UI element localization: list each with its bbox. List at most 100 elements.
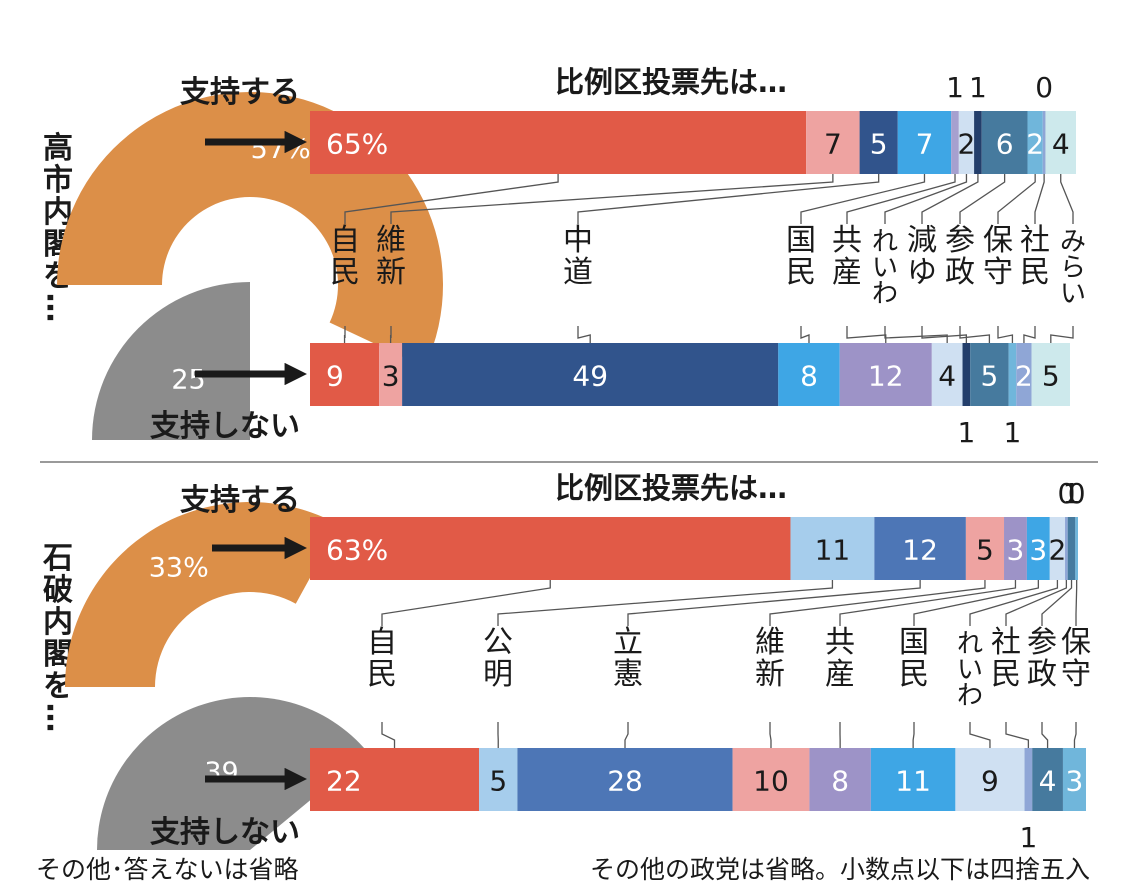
takaichi-nonsupport-bar-segment	[931, 343, 963, 406]
takaichi-nonsupport-label: 支持しない	[150, 409, 300, 444]
svg-text:社: 社	[991, 625, 1021, 660]
svg-text:い: い	[957, 655, 983, 685]
ishiba-nonsupport-bar-leader-line	[381, 722, 396, 748]
takaichi-nonsupport-bar-value-label: 3	[382, 360, 400, 393]
svg-text:ら: ら	[1060, 253, 1086, 283]
ishiba-chart-title: 比例区投票先は…	[555, 471, 787, 505]
svg-text:社: 社	[1020, 223, 1050, 258]
takaichi-support-bar-value-label: 7	[916, 128, 934, 161]
takaichi-nonsupport-bar-value-label: 1	[1004, 416, 1022, 449]
takaichi-nonsupport-bar-segment	[1016, 343, 1032, 406]
takaichi-support-bar-value-label: 6	[996, 128, 1014, 161]
ishiba-support-bar-segment	[1004, 517, 1027, 580]
takaichi-support-label: 支持する	[180, 75, 300, 110]
takaichi-support-bar-segment	[974, 111, 982, 174]
takaichi-nonsupport-bar-leader-line	[959, 326, 991, 343]
takaichi-support-bar-segment	[806, 111, 860, 174]
takaichi-nonsupport-bar-segment	[1031, 343, 1070, 406]
ishiba-support-bar-value-label: 63%	[326, 534, 388, 567]
takaichi-nonsupport-bar-segment	[379, 343, 403, 406]
takaichi-support-bar-leader-line	[921, 174, 979, 224]
takaichi-support-bar-leader-line	[884, 174, 968, 224]
svg-text:政: 政	[945, 255, 975, 290]
ishiba-nonsupport-bar-segment	[479, 748, 518, 811]
takaichi-nonsupport-bar-value-label: 9	[326, 360, 344, 393]
ishiba-nonsupport-bar-leader-line	[1041, 722, 1049, 748]
svg-text:守: 守	[1061, 657, 1091, 692]
takaichi-nonsupport-value: 25	[171, 365, 205, 396]
takaichi-nonsupport-bar-value-label: 12	[868, 360, 904, 393]
takaichi-nonsupport-bar-segment	[1008, 343, 1017, 406]
ishiba-nonsupport-label: 支持しない	[150, 815, 300, 850]
ishiba-support-sector	[65, 502, 340, 687]
takaichi-nonsupport-bar-segment	[839, 343, 932, 406]
ishiba-support-bar-value-label: 12	[902, 534, 938, 567]
takaichi-nonsupport-bar-value-label: 4	[938, 360, 956, 393]
svg-text:内: 内	[43, 605, 73, 640]
takaichi-party-label: 保守	[983, 223, 1013, 290]
svg-text:民: 民	[1020, 255, 1050, 290]
takaichi-support-bar-value-label: 5	[870, 128, 888, 161]
svg-text:維: 維	[376, 223, 406, 258]
takaichi-support-bar-value-label: 1	[946, 71, 964, 104]
takaichi-support-bar-segment	[897, 111, 952, 174]
takaichi-nonsupport-sector	[92, 282, 250, 440]
ishiba-support-bar-leader-line	[1041, 580, 1073, 626]
svg-text:立: 立	[613, 625, 643, 660]
ishiba-nonsupport-value: 39	[204, 757, 238, 788]
takaichi-support-bar-segment	[1027, 111, 1043, 174]
ishiba-nonsupport-bar-segment	[310, 748, 480, 811]
ishiba-nonsupport-bar-segment	[1062, 748, 1086, 811]
ishiba-nonsupport-bar-value-label: 8	[831, 765, 849, 798]
ishiba-nonsupport-bar-segment	[809, 748, 871, 811]
takaichi-support-bar-segment	[951, 111, 959, 174]
takaichi-support-bar-segment	[859, 111, 898, 174]
takaichi-nonsupport-bar-leader-line	[577, 326, 591, 343]
svg-text:減: 減	[907, 223, 937, 258]
takaichi-nonsupport-bar-value-label: 2	[1015, 360, 1033, 393]
svg-text:政: 政	[1027, 657, 1057, 692]
svg-text:新: 新	[376, 255, 406, 290]
takaichi-support-bar-leader-line	[344, 174, 559, 224]
takaichi-support-bar-leader-line	[1034, 174, 1045, 224]
svg-text:産: 産	[825, 657, 855, 692]
svg-text:ゆ: ゆ	[907, 255, 937, 290]
takaichi-chart-title: 比例区投票先は…	[555, 65, 787, 99]
takaichi-nonsupport-bar-value-label: 5	[1042, 360, 1060, 393]
ishiba-support-bar-leader-line	[769, 580, 986, 626]
svg-text:憲: 憲	[613, 657, 643, 692]
ishiba-support-value: 33%	[149, 552, 209, 583]
ishiba-party-label: 社民	[991, 625, 1021, 692]
takaichi-support-bar-value-label: 7	[824, 128, 842, 161]
svg-text:れ: れ	[872, 227, 898, 257]
takaichi-support-bar-leader-line	[1060, 174, 1074, 224]
ishiba-support-bar-value-label: 0	[1068, 477, 1086, 510]
ishiba-nonsupport-bar-value-label: 22	[326, 765, 362, 798]
svg-text:中: 中	[563, 223, 593, 258]
ishiba-support-label: 支持する	[180, 483, 300, 518]
svg-text:高: 高	[43, 131, 73, 166]
takaichi-support-bar-leader-line	[997, 174, 1036, 224]
takaichi-nonsupport-bar-leader-line	[1050, 326, 1074, 343]
svg-text:わ: わ	[872, 279, 898, 309]
ishiba-party-label: れいわ	[957, 629, 983, 711]
ishiba-nonsupport-bar-segment	[517, 748, 733, 811]
ishiba-party-label: 共産	[825, 625, 855, 692]
takaichi-nonsupport-bar-segment	[778, 343, 840, 406]
ishiba-nonsupport-bar-value-label: 5	[489, 765, 507, 798]
note-left: その他･答えないは省略	[36, 855, 299, 884]
takaichi-nonsupport-bar-leader-line	[1023, 326, 1036, 343]
ishiba-nonsupport-bar-leader-line	[1073, 722, 1077, 748]
svg-text:共: 共	[825, 625, 855, 660]
ishiba-group-label: 石破内閣を…	[40, 541, 75, 733]
ishiba-support-bar-leader-line	[497, 580, 834, 626]
takaichi-nonsupport-bar-segment	[962, 343, 971, 406]
takaichi-party-label: 自民	[330, 223, 360, 290]
ishiba-support-bar-leader-line	[627, 580, 921, 626]
ishiba-nonsupport-bar-leader-line	[969, 722, 991, 748]
takaichi-support-bar-value-label: 65%	[326, 128, 388, 161]
ishiba-nonsupport-bar-value-label: 1	[1019, 821, 1037, 854]
svg-text:国: 国	[786, 223, 816, 258]
takaichi-support-bar-value-label: 4	[1052, 128, 1070, 161]
ishiba-support-bar-value-label: 3	[1029, 534, 1047, 567]
